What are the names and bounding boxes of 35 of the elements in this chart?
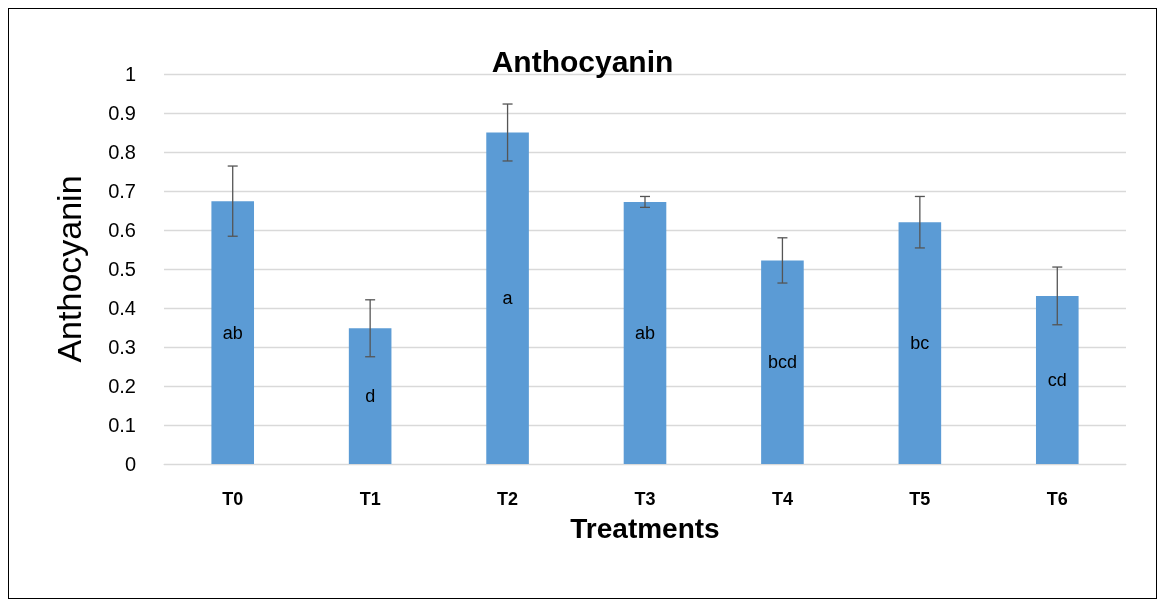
y-tick-label: 0.7 [108, 180, 136, 202]
y-tick-label: 0.1 [108, 414, 136, 436]
annotation: cd [1047, 369, 1067, 390]
y-axis-title: Anthocyanin [50, 175, 88, 363]
x-axis-title: Treatments [570, 512, 720, 544]
y-tick-label: 0 [124, 453, 136, 475]
bar [898, 222, 942, 464]
bar [761, 260, 804, 464]
y-tick-label: 0.5 [108, 258, 136, 280]
bar [486, 132, 529, 464]
x-tick-label: T5 [909, 489, 931, 509]
annotation: ab [634, 322, 656, 343]
bar [211, 201, 255, 464]
annotation: a [502, 288, 514, 309]
y-tick-label: 0.6 [108, 219, 136, 241]
annotation: ab [222, 322, 243, 343]
bar [1035, 295, 1079, 464]
x-tick-label: T0 [222, 489, 244, 509]
x-tick-label: T2 [497, 489, 519, 509]
y-tick-label: 0.4 [108, 297, 136, 319]
y-tick-label: 0.9 [108, 102, 136, 124]
bar [348, 328, 392, 464]
x-tick-label: T3 [634, 489, 656, 509]
y-tick-label: 0.3 [108, 336, 136, 358]
x-tick-label: T4 [771, 489, 793, 509]
y-tick-label: 0.2 [108, 375, 136, 397]
y-tick-label: 0.8 [108, 141, 136, 163]
x-tick-label: T6 [1046, 489, 1068, 509]
annotation: bcd [767, 352, 797, 373]
annotation: bc [910, 333, 930, 354]
bar [623, 201, 667, 464]
y-tick-label: 1 [124, 63, 136, 85]
x-tick-label: T1 [359, 489, 381, 509]
annotation: d [365, 386, 376, 407]
chart-title: Anthocyanin [491, 44, 674, 78]
